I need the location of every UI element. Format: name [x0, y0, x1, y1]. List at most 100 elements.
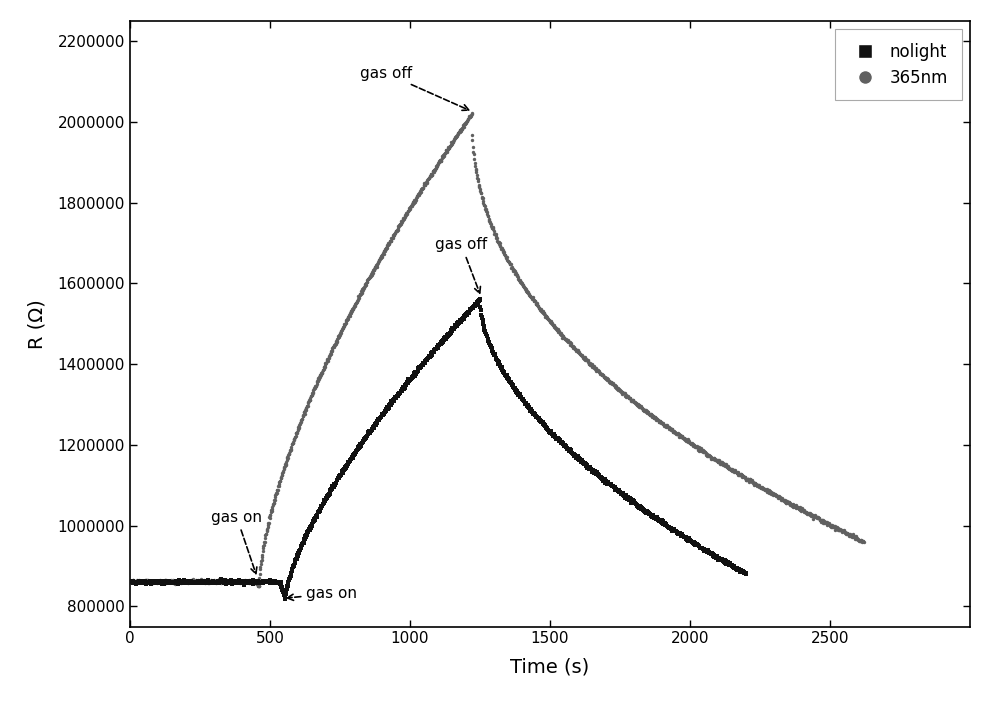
nolight [384, 397, 400, 408]
365nm [216, 576, 232, 587]
365nm [358, 279, 374, 291]
365nm [331, 330, 347, 341]
365nm [786, 500, 802, 511]
nolight [566, 448, 582, 460]
365nm [760, 486, 776, 497]
nolight [401, 375, 417, 386]
365nm [549, 325, 565, 336]
365nm [620, 391, 636, 403]
365nm [175, 574, 191, 586]
365nm [160, 576, 176, 587]
nolight [175, 578, 191, 589]
365nm [753, 482, 769, 494]
365nm [399, 207, 415, 218]
365nm [441, 142, 457, 153]
365nm [279, 453, 295, 464]
365nm [512, 275, 528, 287]
nolight [457, 309, 473, 320]
nolight [342, 455, 358, 467]
365nm [838, 529, 854, 540]
365nm [173, 576, 189, 587]
365nm [732, 469, 748, 480]
365nm [829, 524, 845, 535]
nolight [701, 547, 717, 558]
365nm [413, 186, 429, 197]
365nm [499, 255, 515, 266]
365nm [329, 334, 345, 345]
nolight [417, 357, 433, 368]
365nm [168, 576, 184, 587]
nolight [428, 343, 444, 354]
365nm [669, 429, 685, 440]
365nm [687, 441, 703, 452]
nolight [635, 503, 651, 515]
nolight [206, 577, 222, 588]
365nm [805, 513, 821, 524]
365nm [832, 524, 848, 536]
nolight [617, 492, 633, 503]
365nm [600, 374, 616, 385]
nolight [384, 396, 400, 407]
365nm [288, 428, 304, 439]
365nm [427, 163, 443, 175]
365nm [524, 293, 540, 304]
365nm [525, 293, 541, 304]
nolight [464, 302, 480, 313]
365nm [731, 468, 747, 479]
nolight [216, 577, 232, 588]
365nm [339, 315, 355, 326]
nolight [644, 510, 660, 522]
365nm [201, 577, 217, 589]
365nm [386, 230, 402, 241]
nolight [249, 576, 265, 587]
nolight [204, 577, 220, 588]
nolight [735, 566, 751, 577]
365nm [840, 529, 856, 540]
nolight [306, 515, 322, 527]
365nm [423, 168, 439, 180]
nolight [231, 576, 247, 587]
365nm [789, 502, 805, 513]
365nm [245, 577, 261, 588]
365nm [787, 500, 803, 511]
365nm [816, 517, 832, 528]
nolight [476, 320, 492, 331]
365nm [536, 308, 552, 319]
nolight [603, 478, 619, 489]
nolight [591, 471, 607, 482]
nolight [319, 492, 335, 503]
nolight [409, 366, 425, 377]
nolight [375, 409, 391, 420]
365nm [337, 318, 353, 329]
365nm [157, 574, 173, 586]
nolight [348, 447, 364, 458]
365nm [459, 115, 475, 127]
365nm [511, 275, 527, 286]
365nm [800, 508, 816, 520]
365nm [778, 497, 794, 508]
365nm [255, 541, 271, 552]
nolight [634, 502, 650, 513]
365nm [223, 576, 239, 587]
nolight [649, 514, 665, 525]
nolight [601, 478, 617, 489]
365nm [443, 139, 459, 151]
nolight [606, 482, 622, 493]
nolight [733, 564, 749, 575]
365nm [454, 123, 470, 134]
365nm [407, 195, 423, 206]
365nm [639, 408, 655, 419]
365nm [424, 170, 440, 181]
365nm [247, 577, 263, 589]
365nm [372, 252, 388, 263]
nolight [211, 576, 227, 587]
365nm [417, 178, 433, 189]
365nm [739, 474, 755, 486]
365nm [443, 139, 459, 151]
nolight [259, 576, 275, 587]
nolight [243, 577, 259, 588]
nolight [293, 541, 309, 552]
365nm [431, 156, 447, 167]
nolight [357, 433, 373, 444]
nolight [401, 375, 417, 386]
